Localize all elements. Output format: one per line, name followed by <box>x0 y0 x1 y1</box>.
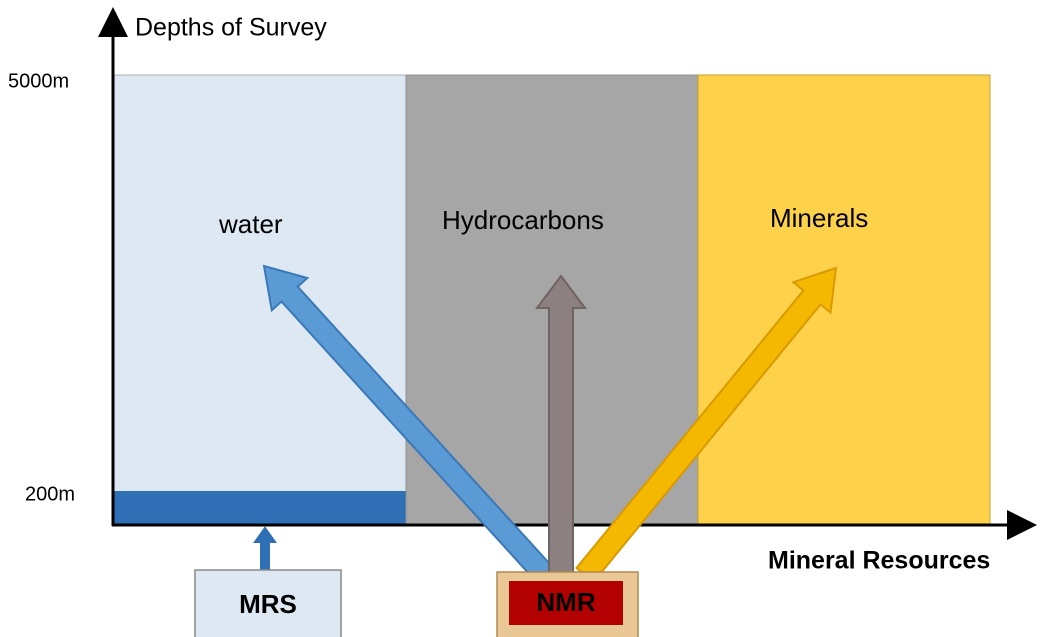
water-arrow <box>262 264 555 584</box>
nmr-badge <box>509 581 623 625</box>
axis-title: Depths of Survey <box>135 14 327 42</box>
method-label: MRS <box>239 589 297 619</box>
x-axis-label: Mineral Resources <box>768 547 990 575</box>
region-label: Hydrocarbons <box>442 205 604 235</box>
depth-bottom-label: 200m <box>25 483 75 505</box>
region-label: Minerals <box>770 203 868 233</box>
depth-top-label: 5000m <box>8 70 69 92</box>
mrs-box <box>194 569 342 637</box>
hydrocarbons-arrow <box>535 274 587 576</box>
minerals-arrow <box>575 266 838 584</box>
shallow-band <box>113 491 406 525</box>
region-label: water <box>218 209 283 239</box>
mrs-arrow <box>253 526 277 571</box>
water-region <box>112 74 407 526</box>
method-label: NMR <box>536 587 595 617</box>
minerals-region <box>697 74 991 526</box>
